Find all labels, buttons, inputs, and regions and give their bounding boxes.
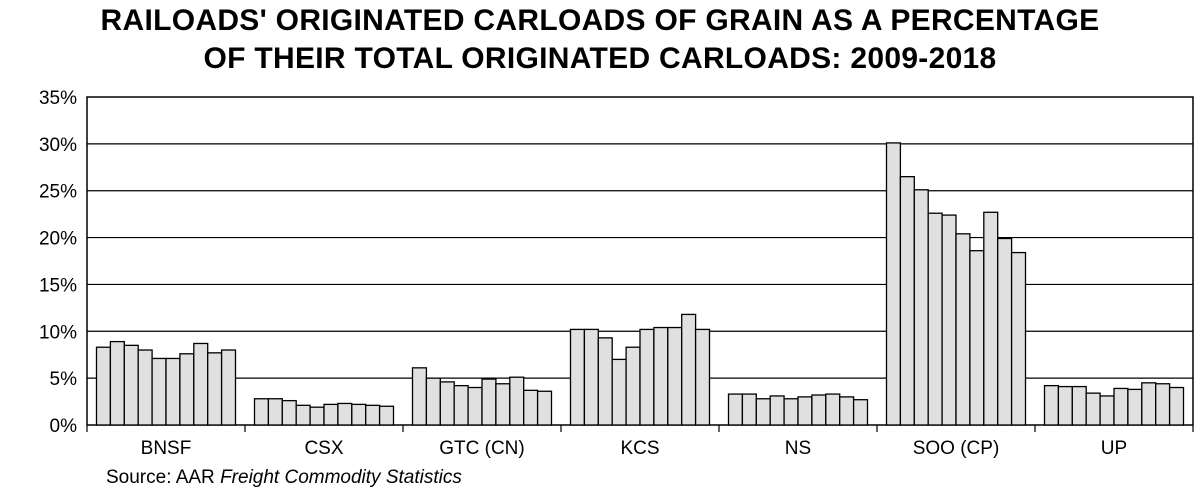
bar-up-2011 [1071,385,1087,426]
bar-gtc-cn-2015 [495,383,511,426]
bar-kcs-2015 [653,326,669,426]
bar-soo-cp-2011 [913,189,929,426]
bar-ns-2015 [811,394,827,426]
bar-csx-2013 [309,406,325,426]
source-publication: Freight Commodity Statistics [220,467,462,488]
bar-csx-2014 [323,403,339,426]
bar-bnsf-2017 [207,352,223,426]
bar-csx-2012 [295,404,311,426]
y-tick-label: 20% [39,229,77,250]
bar-bnsf-2013 [151,357,167,426]
bar-csx-2016 [351,403,367,426]
bar-up-2012 [1085,392,1101,426]
bar-ns-2011 [755,398,771,426]
bar-bnsf-2012 [137,349,153,426]
x-category-label: UP [1101,438,1127,459]
bar-soo-cp-2012 [927,212,943,426]
y-tick-label: 0% [50,416,78,437]
bar-up-2018 [1168,386,1185,426]
bar-csx-2015 [337,402,353,426]
bar-bnsf-2011 [123,344,139,426]
bar-csx-2017 [365,404,381,426]
bar-bnsf-2016 [193,342,209,426]
bar-kcs-2016 [667,326,683,426]
bar-gtc-cn-2017 [523,389,539,426]
bar-bnsf-2018 [220,349,237,426]
bar-soo-cp-2016 [983,211,999,426]
y-tick-label: 25% [39,182,77,203]
bar-soo-cp-2013 [941,214,957,426]
y-tick-label: 30% [39,135,77,156]
bar-kcs-2017 [681,313,697,426]
bar-soo-cp-2009 [885,142,902,426]
bar-up-2009 [1043,384,1060,426]
bar-up-2013 [1099,395,1115,426]
bar-csx-2009 [253,398,270,426]
bar-gtc-cn-2009 [411,367,428,426]
y-tick-label: 10% [39,322,77,343]
bar-gtc-cn-2018 [536,390,553,426]
bar-gtc-cn-2011 [439,381,455,426]
bar-csx-2010 [267,398,283,426]
x-category-label: SOO (CP) [913,438,1000,459]
y-tick-label: 5% [50,369,78,390]
bar-kcs-2018 [694,328,711,426]
bar-ns-2018 [852,399,869,426]
bar-kcs-2010 [583,328,599,426]
bar-ns-2013 [783,398,799,426]
chart-title-line-2: OF THEIR TOTAL ORIGINATED CARLOADS: 2009… [203,42,997,75]
bar-bnsf-2010 [109,340,125,426]
bar-up-2015 [1127,388,1143,426]
bar-up-2010 [1057,385,1073,426]
bar-csx-2018 [378,405,395,426]
bar-soo-cp-2018 [1010,251,1027,426]
bar-kcs-2009 [569,328,586,426]
bar-soo-cp-2010 [899,176,915,426]
bar-ns-2009 [727,393,744,426]
bar-ns-2012 [769,395,785,426]
bar-soo-cp-2017 [997,237,1013,426]
bar-kcs-2012 [611,358,627,426]
y-tick-label: 35% [39,88,77,109]
bar-soo-cp-2015 [969,250,985,426]
bar-kcs-2011 [597,337,613,426]
bar-up-2016 [1141,382,1157,426]
bar-ns-2014 [797,396,813,426]
y-tick-label: 15% [39,275,77,296]
chart-title-line-1: RAILOADS' ORIGINATED CARLOADS OF GRAIN A… [100,4,1100,37]
source-note: Source: AAR Freight Commodity Statistics [106,467,462,489]
bar-csx-2011 [281,399,297,426]
bar-gtc-cn-2012 [453,384,469,426]
bar-bnsf-2009 [95,346,112,426]
bar-gtc-cn-2014 [481,378,497,426]
x-category-label: NS [785,438,811,459]
bar-kcs-2013 [625,346,641,426]
x-category-label: GTC (CN) [439,438,524,459]
bar-ns-2010 [741,393,757,426]
bar-kcs-2014 [639,328,655,426]
bar-bnsf-2014 [165,357,181,426]
bar-soo-cp-2014 [955,233,971,426]
bar-ns-2016 [825,393,841,426]
x-category-label: BNSF [141,438,192,459]
bar-gtc-cn-2010 [425,377,441,426]
x-category-label: CSX [304,438,343,459]
source-prefix: Source: AAR [106,467,221,488]
bar-bnsf-2015 [179,353,195,426]
bar-gtc-cn-2016 [509,376,525,426]
bar-up-2017 [1155,383,1171,426]
bar-ns-2017 [839,396,855,426]
bar-gtc-cn-2013 [467,386,483,426]
bar-up-2014 [1113,387,1129,426]
x-category-label: KCS [620,438,659,459]
